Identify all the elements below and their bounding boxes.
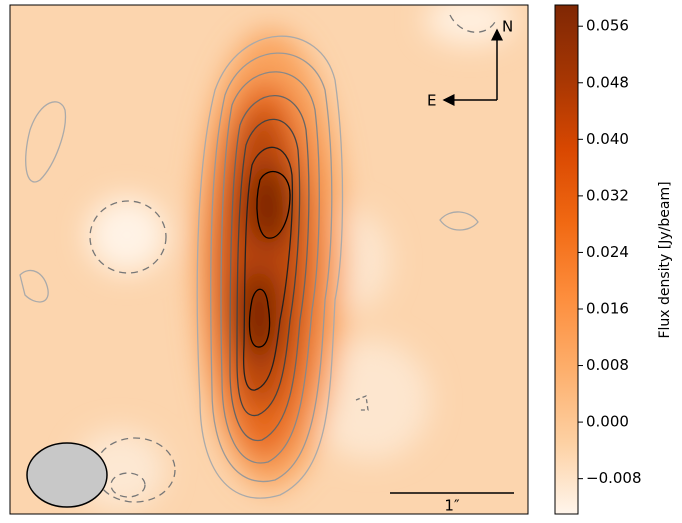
colorbar-tick-label: 0.008 <box>586 356 629 374</box>
colorbar-tick-label: −0.008 <box>586 469 642 487</box>
frame <box>9 4 529 515</box>
colorbar-tick-label: 0.000 <box>586 413 629 431</box>
colorbar-label: Flux density [Jy/beam] <box>657 181 673 338</box>
scale-label: 1″ <box>444 497 460 515</box>
colorbar-tick-label: 0.040 <box>586 130 629 148</box>
colorbar-tick-label: 0.016 <box>586 299 629 317</box>
colorbar-tick-label: 0.032 <box>586 186 629 204</box>
east-label: E <box>427 92 436 110</box>
beam <box>26 442 108 508</box>
colorbar-tick-label: 0.024 <box>586 243 629 261</box>
north-label: N <box>502 18 513 36</box>
colorbar-tick-label: 0.056 <box>586 17 629 35</box>
colorbar-tick-label: 0.048 <box>586 73 629 91</box>
flux-map <box>10 5 528 514</box>
colorbar <box>554 4 579 515</box>
